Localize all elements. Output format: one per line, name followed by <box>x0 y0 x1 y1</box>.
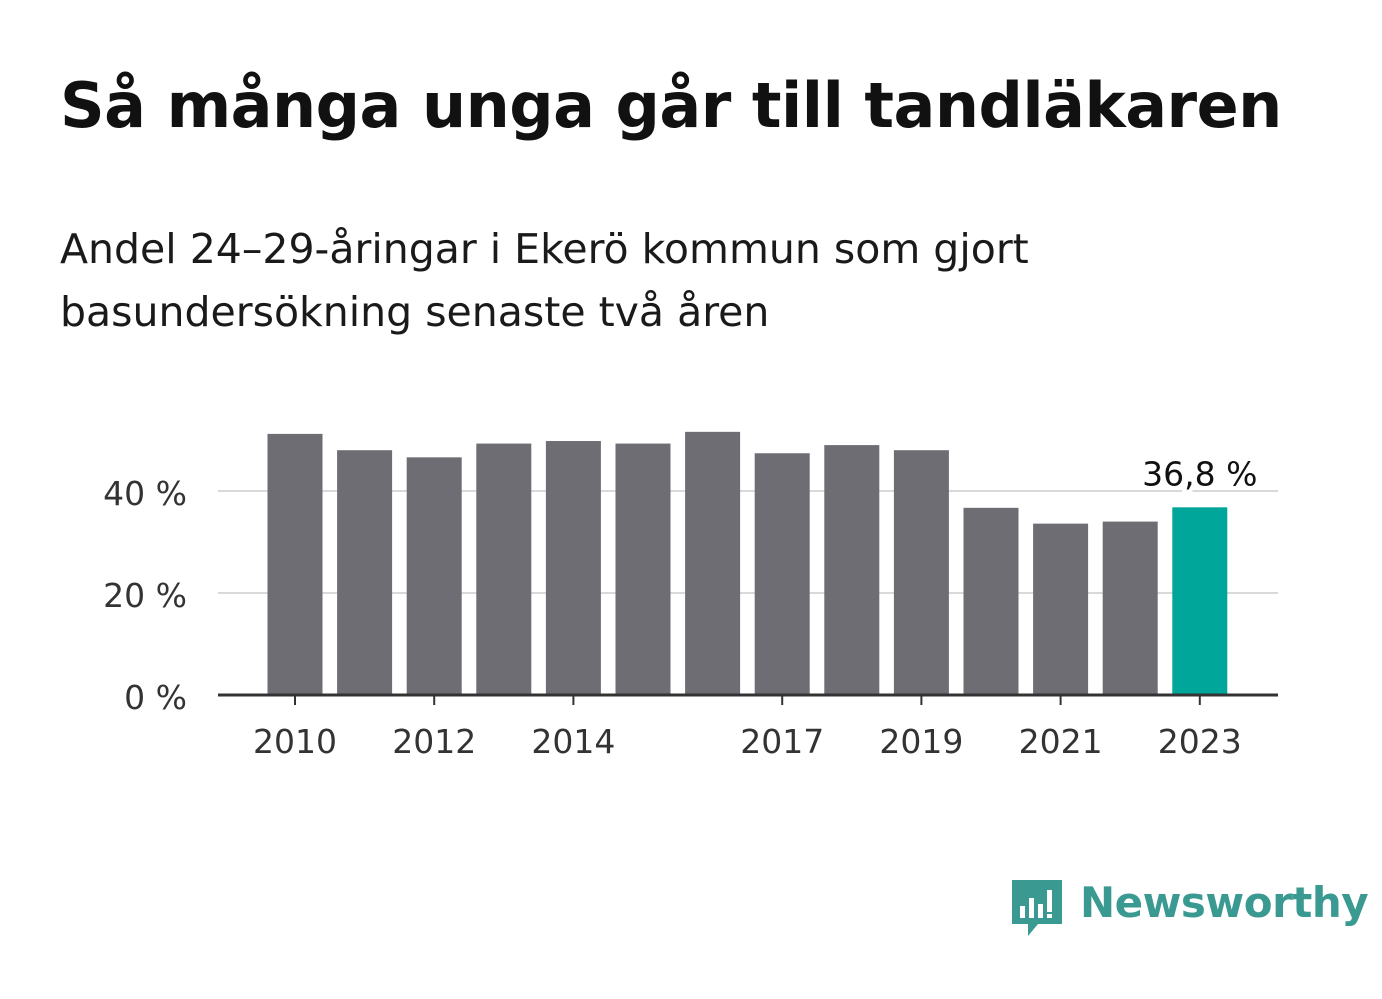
y-tick-label: 20 % <box>103 576 187 615</box>
x-tick-label: 2017 <box>740 722 824 761</box>
bars <box>267 431 1228 695</box>
bar-2021 <box>1033 523 1089 695</box>
newsworthy-logo: Newsworthy <box>1008 876 1369 946</box>
bar-2016 <box>685 431 741 695</box>
x-tick-label: 2012 <box>392 722 476 761</box>
chart-subtitle: Andel 24–29-åringar i Ekerö kommun som g… <box>60 225 1029 336</box>
bar-2015 <box>615 443 671 695</box>
bar-2018 <box>824 445 880 695</box>
chart-title: Så många unga går till tandläkaren <box>60 69 1282 142</box>
x-tick-label: 2014 <box>531 722 615 761</box>
y-tick-label: 0 % <box>124 678 187 717</box>
x-tick-label: 2019 <box>879 722 963 761</box>
bar-2017 <box>754 453 810 695</box>
bar-value-label: 36,8 % <box>1142 454 1257 493</box>
x-tick-label: 2023 <box>1158 722 1242 761</box>
bar-2010 <box>267 433 323 695</box>
y-tick-label: 40 % <box>103 474 187 513</box>
x-axis-ticks: 2010 2012 2014 2017 2019 2021 2023 <box>218 693 1278 761</box>
grid-lines <box>218 490 1278 594</box>
bar-2011 <box>337 450 393 695</box>
bar-2019 <box>893 450 949 695</box>
newsworthy-logo-icon <box>1012 880 1062 936</box>
bar-2023 <box>1172 507 1228 695</box>
bar-2012 <box>406 457 462 695</box>
bar-chart: 0 % 20 % 40 % 2010 2012 2014 2017 2019 2021 2023… <box>103 431 1278 761</box>
x-tick-label: 2021 <box>1019 722 1103 761</box>
bar-2020 <box>963 507 1019 695</box>
annotation: 36,8 % <box>1138 450 1261 497</box>
y-axis-ticks: 0 % 20 % 40 % <box>103 474 187 717</box>
bar-2022 <box>1102 521 1158 695</box>
bar-2014 <box>545 441 601 695</box>
brand-name: Newsworthy <box>1080 878 1369 927</box>
bar-2013 <box>476 443 532 695</box>
x-tick-label: 2010 <box>253 722 337 761</box>
